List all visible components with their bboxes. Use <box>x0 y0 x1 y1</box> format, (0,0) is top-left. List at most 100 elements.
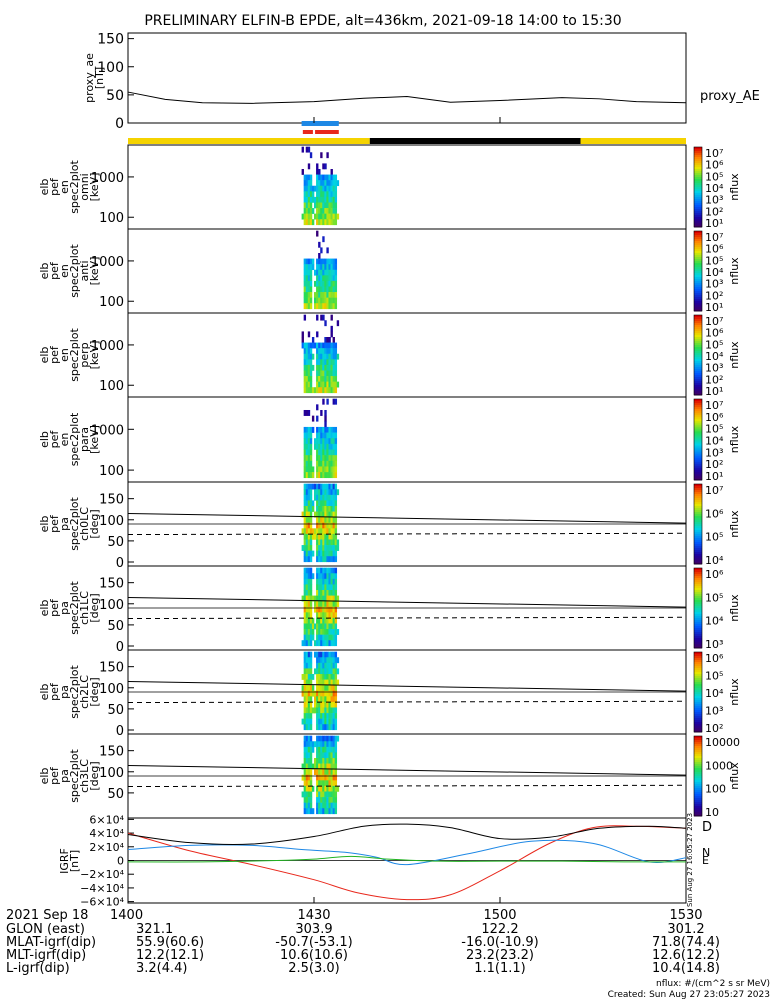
heatmap-cell <box>328 780 331 787</box>
heatmap-cell <box>334 601 338 608</box>
heatmap-cell <box>326 247 329 254</box>
heatmap-cell <box>324 567 327 574</box>
heatmap-cell <box>330 449 333 456</box>
heatmap-cell <box>309 545 313 551</box>
spec-anti-ylabel-line: pef <box>48 261 61 280</box>
colorbar-step <box>694 167 702 170</box>
heatmap-cell <box>316 494 319 501</box>
heatmap-cell <box>334 780 338 787</box>
heatmap-cell <box>307 758 311 764</box>
heatmap-cell <box>305 601 309 608</box>
colorbar-step <box>694 688 702 691</box>
heatmap-cell <box>320 387 323 394</box>
heatmap-cell <box>328 657 331 664</box>
heatmap-cell <box>330 353 333 360</box>
colorbar-step <box>694 632 702 635</box>
spec-para-colorbar-tick: 10¹ <box>705 470 723 483</box>
heatmap-cell <box>301 685 304 692</box>
heatmap-cell <box>305 517 309 524</box>
spec-omni-colorbar-tick: 10⁵ <box>705 170 723 183</box>
heatmap-cell <box>305 595 309 602</box>
heatmap-cell <box>305 556 309 563</box>
heatmap-cell <box>316 640 319 647</box>
heatmap-cell <box>301 342 304 349</box>
colorbar-step <box>694 301 702 304</box>
heatmap-cell <box>318 522 321 529</box>
heatmap-cell <box>326 550 329 557</box>
heatmap-cell <box>324 432 327 439</box>
heatmap-cell <box>332 472 335 479</box>
colorbar-step <box>694 486 702 489</box>
colorbar-step <box>694 656 702 659</box>
heatmap-cell <box>301 690 304 697</box>
heatmap-cell <box>307 275 311 282</box>
heatmap-cell <box>332 685 335 692</box>
heatmap-cell <box>334 696 338 703</box>
colorbar-step <box>694 173 702 176</box>
heatmap-cell <box>309 213 313 220</box>
spec-perp-ylabel-line: elb <box>38 347 51 364</box>
heatmap-cell <box>320 763 323 770</box>
spec-anti-colorbar-tick: 10⁴ <box>705 266 724 279</box>
heatmap-cell <box>324 208 327 214</box>
heatmap-cell <box>316 432 319 439</box>
heatmap-cell <box>309 539 313 546</box>
heatmap-cell <box>318 275 321 282</box>
heatmap-cell <box>314 297 317 304</box>
heatmap-cell <box>303 785 307 792</box>
heatmap-cell <box>311 208 315 214</box>
heatmap-cell <box>330 685 333 692</box>
colorbar-step <box>694 748 702 751</box>
heatmap-cell <box>307 701 311 708</box>
heatmap-cell <box>324 533 327 540</box>
heatmap-cell <box>303 584 307 591</box>
heatmap-cell <box>316 230 319 237</box>
heatmap-cell <box>322 466 325 473</box>
pa-ch2-colorbar-tick: 10³ <box>705 705 723 718</box>
heatmap-cell <box>332 342 335 349</box>
heatmap-cell <box>328 595 331 602</box>
heatmap-cell <box>305 297 309 304</box>
heatmap-cell <box>332 426 335 433</box>
spec-anti-ytick-label: 1000 <box>91 255 124 270</box>
colorbar-step <box>694 363 702 366</box>
heatmap-cell <box>309 432 313 439</box>
heatmap-cell <box>336 353 340 360</box>
heatmap-cell <box>309 612 313 619</box>
heatmap-cell <box>332 208 335 214</box>
heatmap-cell <box>326 634 329 641</box>
heatmap-cell <box>303 533 307 540</box>
heatmap-cell <box>328 690 331 697</box>
heatmap-cell <box>309 196 313 203</box>
pa-ch2-ylabel-line: pa <box>58 685 71 699</box>
heatmap-cell <box>332 455 335 462</box>
heatmap-cell <box>320 292 323 298</box>
heatmap-cell <box>322 258 325 265</box>
heatmap-cell <box>314 701 317 708</box>
heatmap-cell <box>322 196 325 203</box>
heatmap-cell <box>311 337 315 343</box>
heatmap-cell <box>309 466 313 473</box>
colorbar-step <box>694 766 702 769</box>
heatmap-cell <box>320 432 323 439</box>
heatmap-cell <box>311 387 315 394</box>
heatmap-cell <box>316 370 319 377</box>
spec-perp-ylabel-line: [keV] <box>88 341 101 370</box>
heatmap-cell <box>307 185 311 192</box>
x-row-label: GLON (east) <box>6 922 85 937</box>
heatmap-cell <box>330 601 333 608</box>
spec-para-ylabel-line: para <box>78 427 91 452</box>
colorbar-step <box>694 429 702 432</box>
heatmap-cell <box>303 802 307 809</box>
heatmap-cell <box>324 219 327 226</box>
heatmap-cell <box>307 331 311 338</box>
colorbar-step <box>694 473 702 477</box>
x-tick-label: 1500 <box>483 908 516 923</box>
colorbar-step <box>694 724 702 727</box>
heatmap-cell <box>324 701 327 708</box>
heatmap-cell <box>303 342 307 349</box>
heatmap-cell <box>332 500 335 507</box>
heatmap-cell <box>318 472 321 479</box>
igrf-ylabel-line: IGRF <box>58 848 71 874</box>
